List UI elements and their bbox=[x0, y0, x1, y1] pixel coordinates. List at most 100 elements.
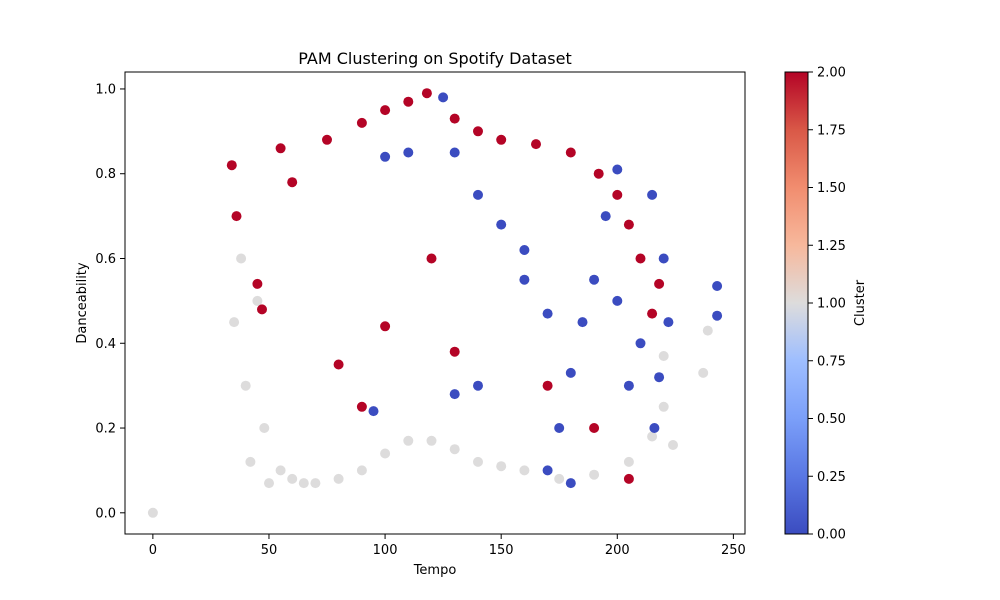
cluster-0-point bbox=[542, 465, 553, 476]
y-tick-label: 0.4 bbox=[95, 337, 116, 352]
cluster-1-point bbox=[426, 435, 437, 446]
cluster-0-point bbox=[649, 423, 660, 433]
cluster-0-point bbox=[612, 295, 623, 306]
x-tick-label: 250 bbox=[721, 543, 746, 558]
y-tick-label: 0.6 bbox=[95, 252, 116, 267]
cluster-1-point bbox=[147, 507, 158, 518]
cluster-0-point bbox=[380, 151, 391, 162]
colorbar-tick-label: 1.25 bbox=[817, 239, 846, 254]
cluster-2-point bbox=[473, 126, 483, 137]
cluster-0-point bbox=[519, 274, 530, 285]
cluster-1-point bbox=[658, 351, 669, 361]
cluster-1-point bbox=[298, 478, 309, 489]
cluster-0-point bbox=[712, 281, 723, 291]
colorbar-tick-label: 0.00 bbox=[817, 528, 846, 543]
colorbar-tick-label: 1.50 bbox=[817, 181, 846, 196]
cluster-2-point bbox=[542, 380, 553, 391]
x-axis: 0 50 100 150 200 250 bbox=[149, 534, 746, 558]
cluster-2-point bbox=[531, 139, 541, 150]
cluster-1-point bbox=[519, 465, 530, 476]
cluster-1-point bbox=[403, 435, 414, 446]
cluster-2-point bbox=[654, 278, 665, 289]
cluster-0-point bbox=[368, 406, 379, 417]
cluster-0-point bbox=[589, 274, 600, 285]
cluster-0-point bbox=[635, 338, 646, 349]
cluster-0-point bbox=[519, 245, 530, 255]
cluster-2-point bbox=[333, 359, 344, 370]
cluster-1-point bbox=[473, 456, 483, 467]
cluster-0-point bbox=[403, 147, 414, 158]
cluster-2-point bbox=[231, 211, 242, 222]
cluster-2-point bbox=[252, 278, 263, 289]
cluster-1-point bbox=[589, 469, 600, 480]
cluster-1-point bbox=[240, 380, 251, 391]
cluster-0-point bbox=[654, 372, 665, 383]
cluster-0-point bbox=[438, 92, 449, 103]
cluster-1-point bbox=[275, 465, 286, 476]
cluster-0-point bbox=[473, 380, 483, 391]
cluster-2-point bbox=[647, 308, 658, 319]
x-tick-label: 0 bbox=[149, 543, 157, 558]
y-axis: 0.0 0.2 0.4 0.6 0.8 1.0 bbox=[95, 82, 125, 521]
cluster-1-point bbox=[702, 325, 713, 336]
cluster-0-point bbox=[577, 317, 588, 328]
chart-title: PAM Clustering on Spotify Dataset bbox=[298, 49, 571, 68]
cluster-2-point bbox=[287, 177, 298, 188]
cluster-1-point bbox=[356, 465, 367, 476]
cluster-1-point bbox=[380, 448, 391, 459]
cluster-2-point bbox=[257, 304, 267, 315]
cluster-0-point bbox=[623, 380, 634, 391]
plot-frame bbox=[124, 71, 746, 535]
cluster-2-point bbox=[496, 134, 507, 145]
cluster-1-point bbox=[259, 423, 270, 433]
y-tick-label: 1.0 bbox=[95, 82, 116, 97]
y-tick-label: 0.8 bbox=[95, 167, 116, 182]
cluster-1-point bbox=[333, 473, 344, 484]
cluster-0-point bbox=[658, 253, 669, 264]
colorbar-tick-label: 0.75 bbox=[817, 354, 846, 369]
colorbar-axis: 0.00 0.25 0.50 0.75 1.00 1.25 1.50 1.75 2.00 bbox=[808, 66, 846, 543]
cluster-2-point bbox=[612, 189, 623, 200]
cluster-0-point bbox=[554, 423, 565, 433]
cluster-0-point bbox=[600, 211, 611, 222]
scatter-points bbox=[147, 88, 723, 518]
y-axis-label: Danceability bbox=[75, 262, 90, 344]
cluster-1-point bbox=[229, 317, 240, 328]
cluster-0-point bbox=[449, 389, 460, 400]
x-tick-label: 100 bbox=[373, 543, 398, 558]
cluster-2-point bbox=[380, 105, 391, 116]
cluster-2-point bbox=[426, 253, 437, 264]
cluster-2-point bbox=[322, 134, 332, 145]
colorbar bbox=[784, 71, 809, 535]
cluster-2-point bbox=[226, 160, 237, 171]
cluster-1-point bbox=[245, 456, 256, 467]
cluster-1-point bbox=[449, 444, 460, 455]
colorbar-label: Cluster bbox=[853, 279, 868, 326]
cluster-2-point bbox=[275, 143, 286, 154]
cluster-2-point bbox=[623, 219, 634, 230]
cluster-1-point bbox=[698, 367, 709, 378]
cluster-2-point bbox=[449, 346, 460, 357]
cluster-0-point bbox=[565, 367, 576, 378]
colorbar-tick-label: 2.00 bbox=[817, 66, 846, 81]
cluster-1-point bbox=[647, 431, 658, 442]
colorbar-tick-label: 1.00 bbox=[817, 297, 846, 312]
x-axis-label: Tempo bbox=[413, 563, 457, 578]
y-tick-label: 0.2 bbox=[95, 422, 116, 437]
cluster-0-point bbox=[712, 310, 723, 321]
colorbar-tick-label: 0.25 bbox=[817, 470, 846, 485]
cluster-1-point bbox=[236, 253, 247, 264]
colorbar-tick-label: 1.75 bbox=[817, 123, 846, 138]
cluster-2-point bbox=[356, 117, 367, 128]
cluster-1-point bbox=[554, 473, 565, 484]
cluster-2-point bbox=[403, 96, 414, 107]
cluster-2-point bbox=[635, 253, 646, 264]
cluster-2-point bbox=[449, 113, 460, 124]
cluster-0-point bbox=[663, 317, 674, 328]
cluster-1-point bbox=[668, 440, 678, 450]
cluster-0-point bbox=[647, 189, 658, 200]
cluster-0-point bbox=[496, 219, 507, 230]
cluster-1-point bbox=[287, 473, 298, 484]
cluster-2-point bbox=[565, 147, 576, 158]
